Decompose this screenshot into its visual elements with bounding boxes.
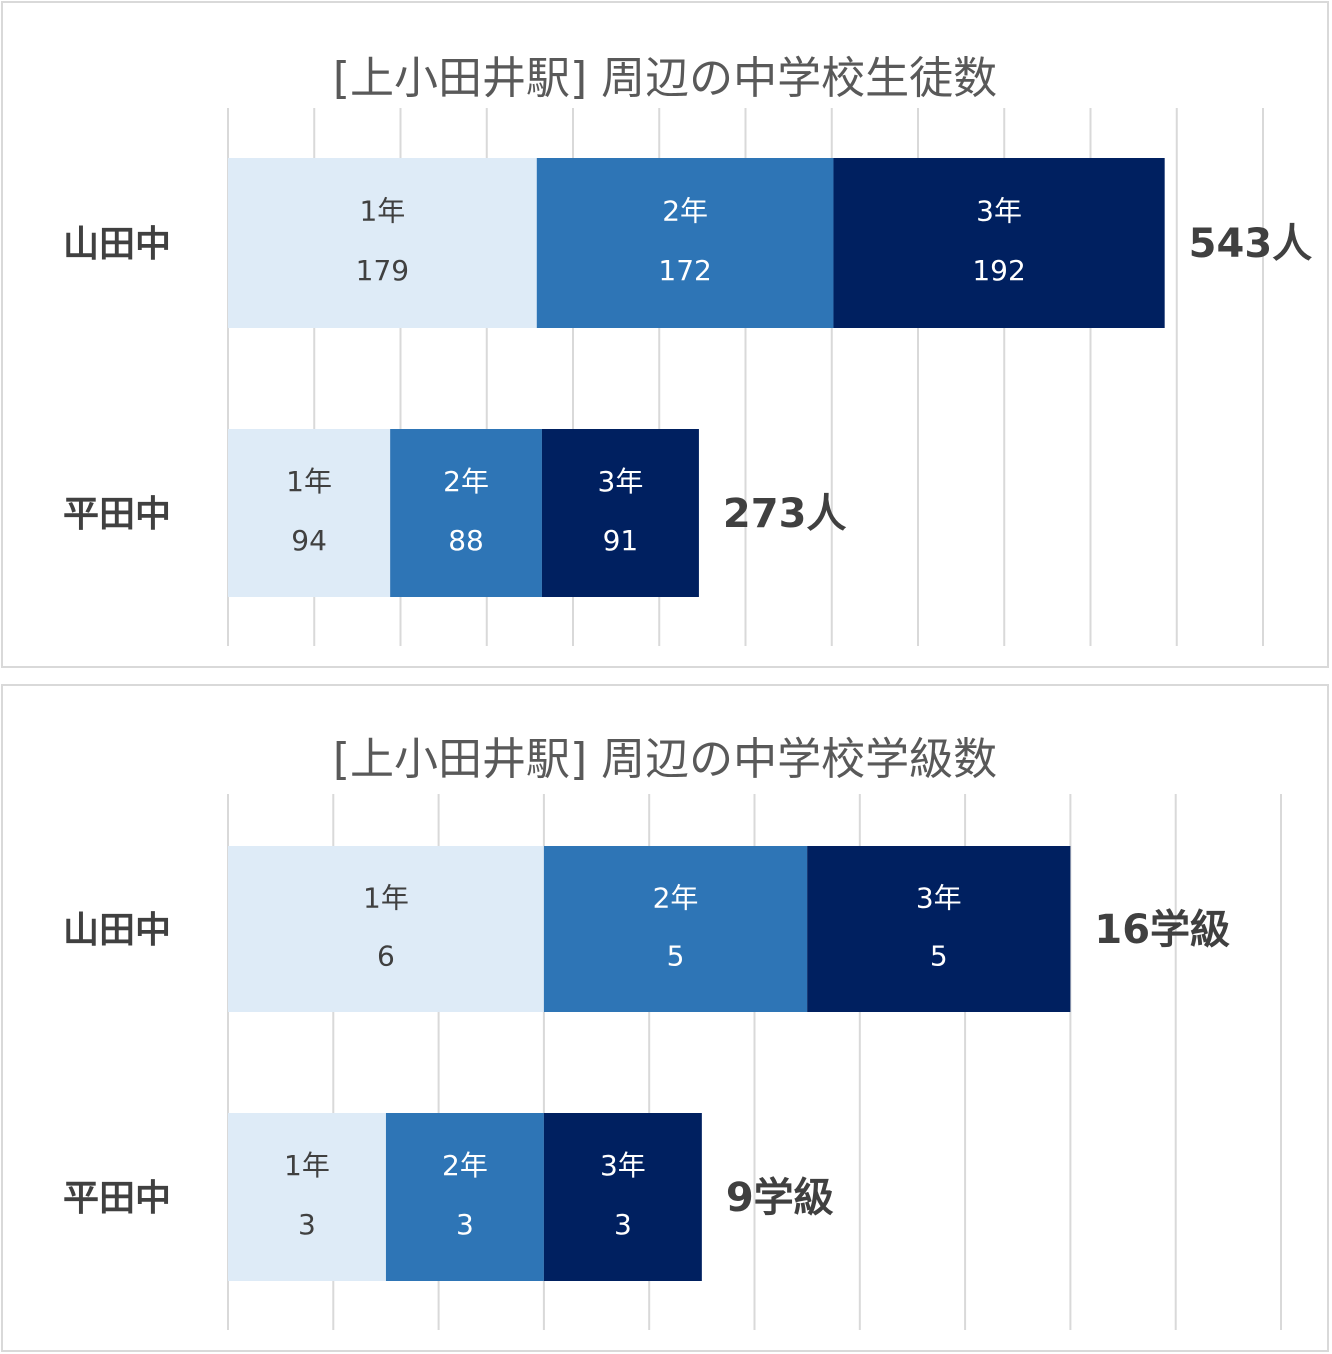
total-label: 273人 [723,491,847,537]
bar-segment [390,429,542,597]
bar-segment [543,1113,702,1281]
bar-segment [228,429,391,597]
series-label: 1年 [286,465,332,498]
data-label: 91 [603,524,639,557]
series-label: 3年 [916,881,962,914]
bar-segment [228,1113,386,1281]
data-label: 3 [456,1208,474,1241]
bar-segment [543,846,808,1012]
category-label: 平田中 [63,494,171,535]
bar-segment [385,1113,544,1281]
series-label: 2年 [653,881,699,914]
data-label: 5 [667,940,685,973]
bar-segment [541,429,699,597]
chart-title: [上小田井駅] 周辺の中学校学級数 [332,734,998,785]
series-label: 3年 [976,195,1022,228]
chart-title: [上小田井駅] 周辺の中学校生徒数 [332,53,998,104]
data-label: 3 [614,1208,632,1241]
data-label: 3 [298,1208,316,1241]
series-label: 1年 [284,1149,330,1182]
category-label: 平田中 [63,1178,171,1219]
series-label: 3年 [600,1149,646,1182]
data-label: 179 [356,254,409,287]
series-label: 1年 [359,195,405,228]
category-label: 山田中 [63,910,171,951]
bar-segment [833,158,1165,328]
data-label: 172 [658,254,711,287]
data-label: 94 [291,524,327,557]
bar-segment [228,158,537,328]
bar-segment [228,846,544,1012]
series-label: 2年 [443,465,489,498]
student-count-chart: [上小田井駅] 周辺の中学校生徒数 山田中 1年 179 2年 172 3年 192 543人… [1,1,1329,668]
total-label: 543人 [1189,221,1313,267]
class-count-chart: [上小田井駅] 周辺の中学校学級数 山田中 1年 6 2年 5 3年 5 16学級平田中 1年 3… [1,684,1329,1352]
category-label: 山田中 [63,224,171,265]
bar-segment [536,158,834,328]
data-label: 88 [448,524,484,557]
total-label: 16学級 [1094,907,1230,953]
series-label: 2年 [442,1149,488,1182]
data-label: 6 [377,940,395,973]
bar-segment [807,846,1071,1012]
series-label: 2年 [662,195,708,228]
data-label: 5 [930,940,948,973]
series-label: 3年 [598,465,644,498]
data-label: 192 [972,254,1025,287]
total-label: 9学級 [726,1175,834,1221]
series-label: 1年 [363,881,409,914]
